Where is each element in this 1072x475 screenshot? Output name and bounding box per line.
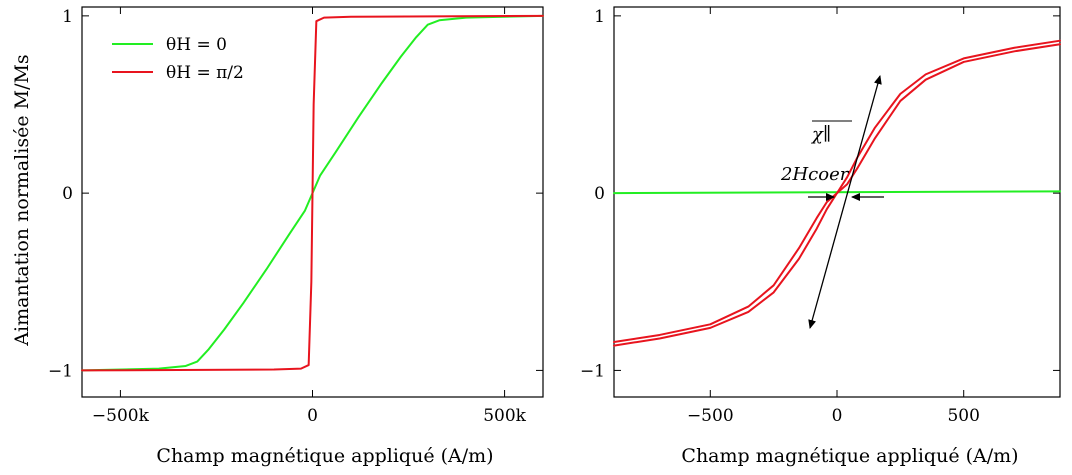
left-series-line-1 (81, 14, 544, 372)
left-y-tick-label: 1 (62, 7, 73, 27)
right-plot: −500 0 500 −1 0 1 χ∥ 2Hcoer Champ magnétique … (580, 6, 1061, 467)
left-x-axis-label: Champ magnétique appliqué (A/m) (156, 445, 493, 467)
right-x-tick-label: 500 (947, 406, 979, 426)
right-plot-frame (613, 6, 1061, 398)
left-y-tick-label: −1 (48, 361, 73, 381)
right-plot-series (613, 39, 1061, 347)
right-x-tick-label: −500 (687, 406, 734, 426)
right-y-tick-label: 1 (594, 7, 605, 27)
left-plot-series (81, 14, 544, 372)
legend: θH = 0 θH = π/2 (112, 35, 244, 83)
coercive-field-label: 2Hcoer (780, 164, 850, 185)
right-y-tick-label: −1 (580, 361, 605, 381)
right-x-axis-label: Champ magnétique appliqué (A/m) (681, 445, 1018, 467)
legend-label-theta-pi2: θH = π/2 (166, 63, 244, 83)
right-plot-ticks: −500 0 500 −1 0 1 (580, 7, 1060, 426)
left-y-tick-label: 0 (62, 184, 73, 204)
left-plot: −500k 0 500k −1 0 1 θH = 0 θH = π/2 Champ mag… (11, 6, 544, 467)
right-y-tick-label: 0 (594, 184, 605, 204)
left-plot-ticks: −500k 0 500k −1 0 1 (48, 7, 543, 426)
left-x-tick-label: 0 (307, 406, 318, 426)
susceptibility-arrow (808, 75, 882, 329)
susceptibility-annotation: χ∥ (808, 75, 882, 329)
right-x-tick-label: 0 (832, 406, 843, 426)
left-x-tick-label: 500k (483, 406, 526, 426)
coercive-field-annotation: 2Hcoer (780, 164, 884, 201)
legend-label-theta-0: θH = 0 (166, 35, 227, 55)
left-y-axis-label: Aimantation normalisée M/Ms (11, 54, 33, 346)
susceptibility-label: χ∥ (810, 124, 831, 145)
left-x-tick-label: −500k (92, 406, 150, 426)
